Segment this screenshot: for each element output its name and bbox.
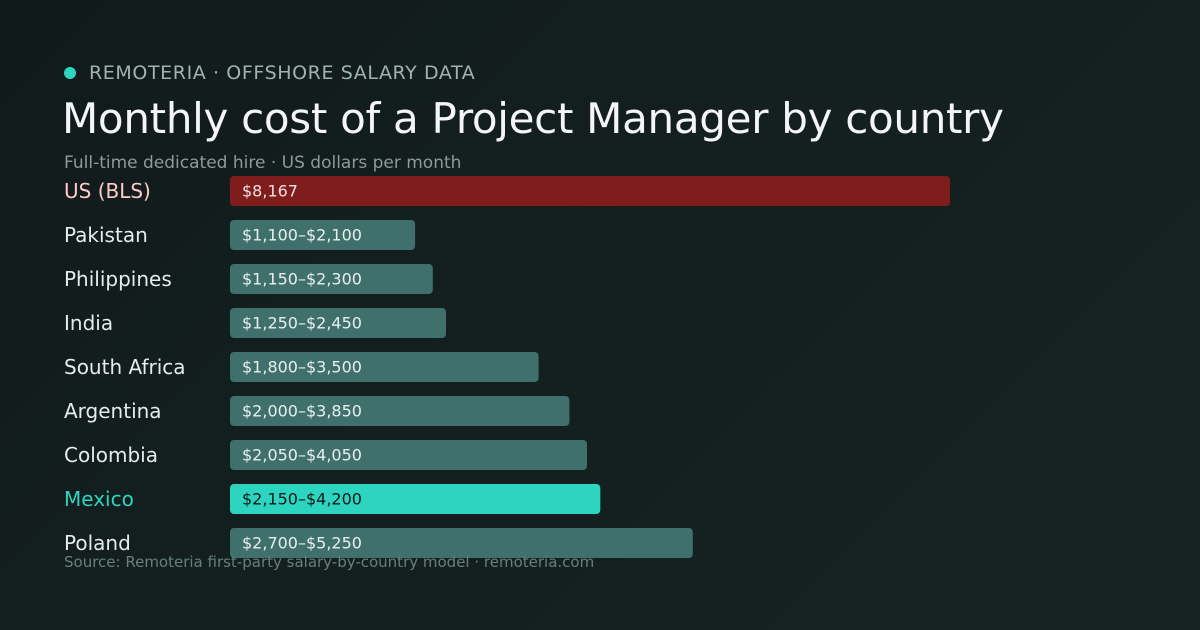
value-label-pakistan: $1,100–$2,100 bbox=[242, 226, 362, 245]
bar-argentina bbox=[230, 396, 570, 426]
category-label-philippines: Philippines bbox=[64, 267, 172, 291]
brand-dot-icon bbox=[64, 67, 76, 79]
bar-colombia bbox=[230, 440, 587, 470]
chart-subtitle: Full-time dedicated hire · US dollars pe… bbox=[64, 153, 462, 173]
category-label-pakistan: Pakistan bbox=[64, 223, 148, 247]
bar-mexico bbox=[230, 484, 601, 514]
bar-south-africa bbox=[230, 352, 539, 382]
category-label-mexico: Mexico bbox=[64, 487, 134, 511]
bar-poland bbox=[230, 528, 693, 558]
value-label-argentina: $2,000–$3,850 bbox=[242, 402, 362, 421]
source-note: Source: Remoteria first-party salary-by-… bbox=[64, 553, 595, 571]
category-label-argentina: Argentina bbox=[64, 399, 162, 423]
value-label-india: $1,250–$2,450 bbox=[242, 314, 362, 333]
value-label-colombia: $2,050–$4,050 bbox=[242, 446, 362, 465]
chart-title: Monthly cost of a Project Manager by cou… bbox=[62, 94, 1004, 143]
category-label-us-bls: US (BLS) bbox=[64, 179, 151, 203]
category-label-colombia: Colombia bbox=[64, 443, 158, 467]
bar-us-bls bbox=[230, 176, 950, 206]
bar-pakistan bbox=[230, 220, 416, 250]
value-label-philippines: $1,150–$2,300 bbox=[242, 270, 362, 289]
category-label-south-africa: South Africa bbox=[64, 355, 186, 379]
bar-india bbox=[230, 308, 446, 338]
bar-philippines bbox=[230, 264, 433, 294]
brand-header: REMOTERIA · OFFSHORE SALARY DATA bbox=[64, 60, 475, 86]
category-label-india: India bbox=[64, 311, 113, 335]
brand-name: REMOTERIA · OFFSHORE SALARY DATA bbox=[89, 62, 476, 84]
value-label-mexico: $2,150–$4,200 bbox=[242, 490, 362, 509]
value-label-south-africa: $1,800–$3,500 bbox=[242, 358, 362, 377]
value-label-poland: $2,700–$5,250 bbox=[242, 534, 362, 553]
value-label-us-bls: $8,167 bbox=[242, 182, 298, 201]
category-label-poland: Poland bbox=[64, 531, 131, 555]
